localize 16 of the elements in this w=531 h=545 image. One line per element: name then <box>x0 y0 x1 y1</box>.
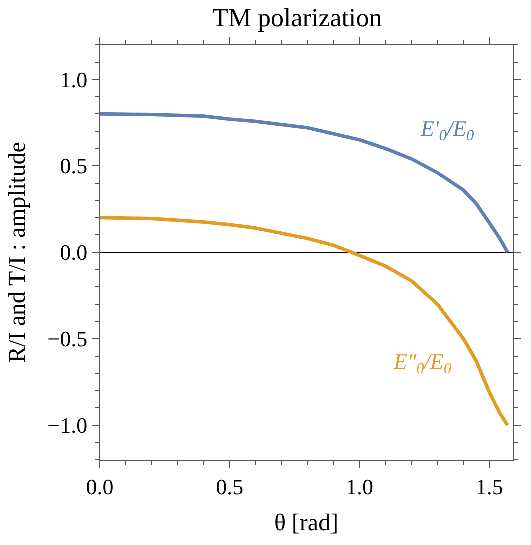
y-tick-label: 0.0 <box>60 240 88 266</box>
line-series <box>100 216 510 428</box>
y-tick-label: 1.0 <box>60 67 88 92</box>
y-axis-title: R/I and T/I : amplitude <box>4 142 31 363</box>
chart-title: TM polarization <box>212 3 382 32</box>
x-tick-label: 0.0 <box>86 474 114 500</box>
x-axis-title: θ [rad] <box>274 510 339 537</box>
series-label: E″$_{0}$/E$_{0}$ <box>393 349 452 378</box>
y-tick-label: −0.5 <box>48 326 88 352</box>
y-tick-label: 0.5 <box>60 154 88 179</box>
x-tick-label: 1.5 <box>476 474 504 500</box>
x-tick-label: 0.5 <box>216 474 244 500</box>
series-label: E′$_{0}$/E$_{0}$ <box>420 116 475 145</box>
y-tick-label: −1.0 <box>48 413 88 438</box>
x-tick-label: 1.0 <box>346 474 374 500</box>
line-series <box>100 112 510 254</box>
